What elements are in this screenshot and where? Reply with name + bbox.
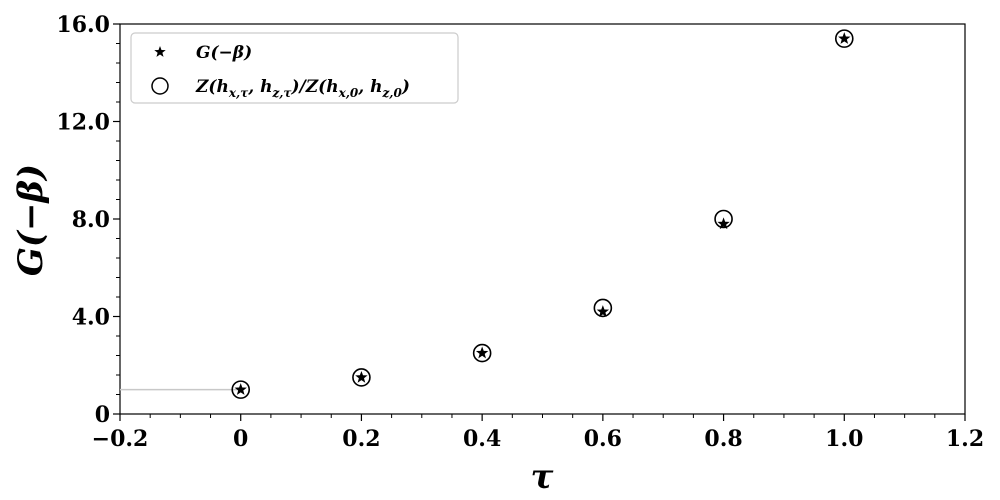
legend-star-marker: [154, 46, 166, 57]
data-point-circle: [231, 380, 251, 399]
legend-box: [130, 32, 459, 104]
data-point-circle: [352, 368, 371, 387]
x-tick-label: 1.2: [946, 426, 984, 452]
data-point-star: [838, 32, 851, 44]
data-point-circle: [593, 298, 613, 318]
data-point-star: [717, 217, 730, 230]
legend-label-g-beta: G(−β): [196, 43, 252, 63]
y-tick-label: 8.0: [72, 207, 110, 233]
legend-label-z-ratio: Z(hx,τ, hz,τ)/Z(hx,0, hz,0): [195, 77, 410, 100]
x-tick-label: 0.4: [463, 426, 501, 452]
data-point-circle: [472, 343, 492, 363]
x-tick-label: 0.8: [704, 426, 742, 452]
data-point-star: [475, 346, 489, 359]
data-point-star: [234, 383, 247, 395]
legend: G(−β) Z(hx,τ, hz,τ)/Z(hx,0, hz,0): [130, 32, 459, 104]
x-tick-label: 1.0: [825, 426, 863, 452]
data-point-star: [355, 370, 368, 383]
data-point-star: [596, 305, 610, 317]
legend-circle-marker: [151, 77, 169, 95]
x-tick-label: 0.2: [342, 426, 380, 452]
data-point-circle: [714, 209, 733, 229]
y-tick-label: 4.0: [72, 305, 110, 331]
legend-star-shape: [154, 46, 166, 57]
y-tick-label: 0: [95, 402, 110, 428]
data-point-circle: [834, 29, 854, 48]
x-tick-label: −0.2: [92, 426, 149, 452]
x-axis-label: τ: [531, 457, 554, 497]
y-tick-label: 12.0: [56, 110, 110, 136]
data-marks: [231, 29, 854, 399]
axes: −0.2 0 0.2 0.4 0.6 0.8 1.0 1.204.08.012.016.0: [56, 12, 984, 452]
legend-circle-shape: [151, 77, 169, 95]
x-tick-label: 0.6: [584, 426, 622, 452]
x-tick-label: 0: [233, 426, 248, 452]
y-tick-label: 16.0: [56, 12, 110, 38]
y-axis-label: G(−β): [11, 164, 51, 276]
